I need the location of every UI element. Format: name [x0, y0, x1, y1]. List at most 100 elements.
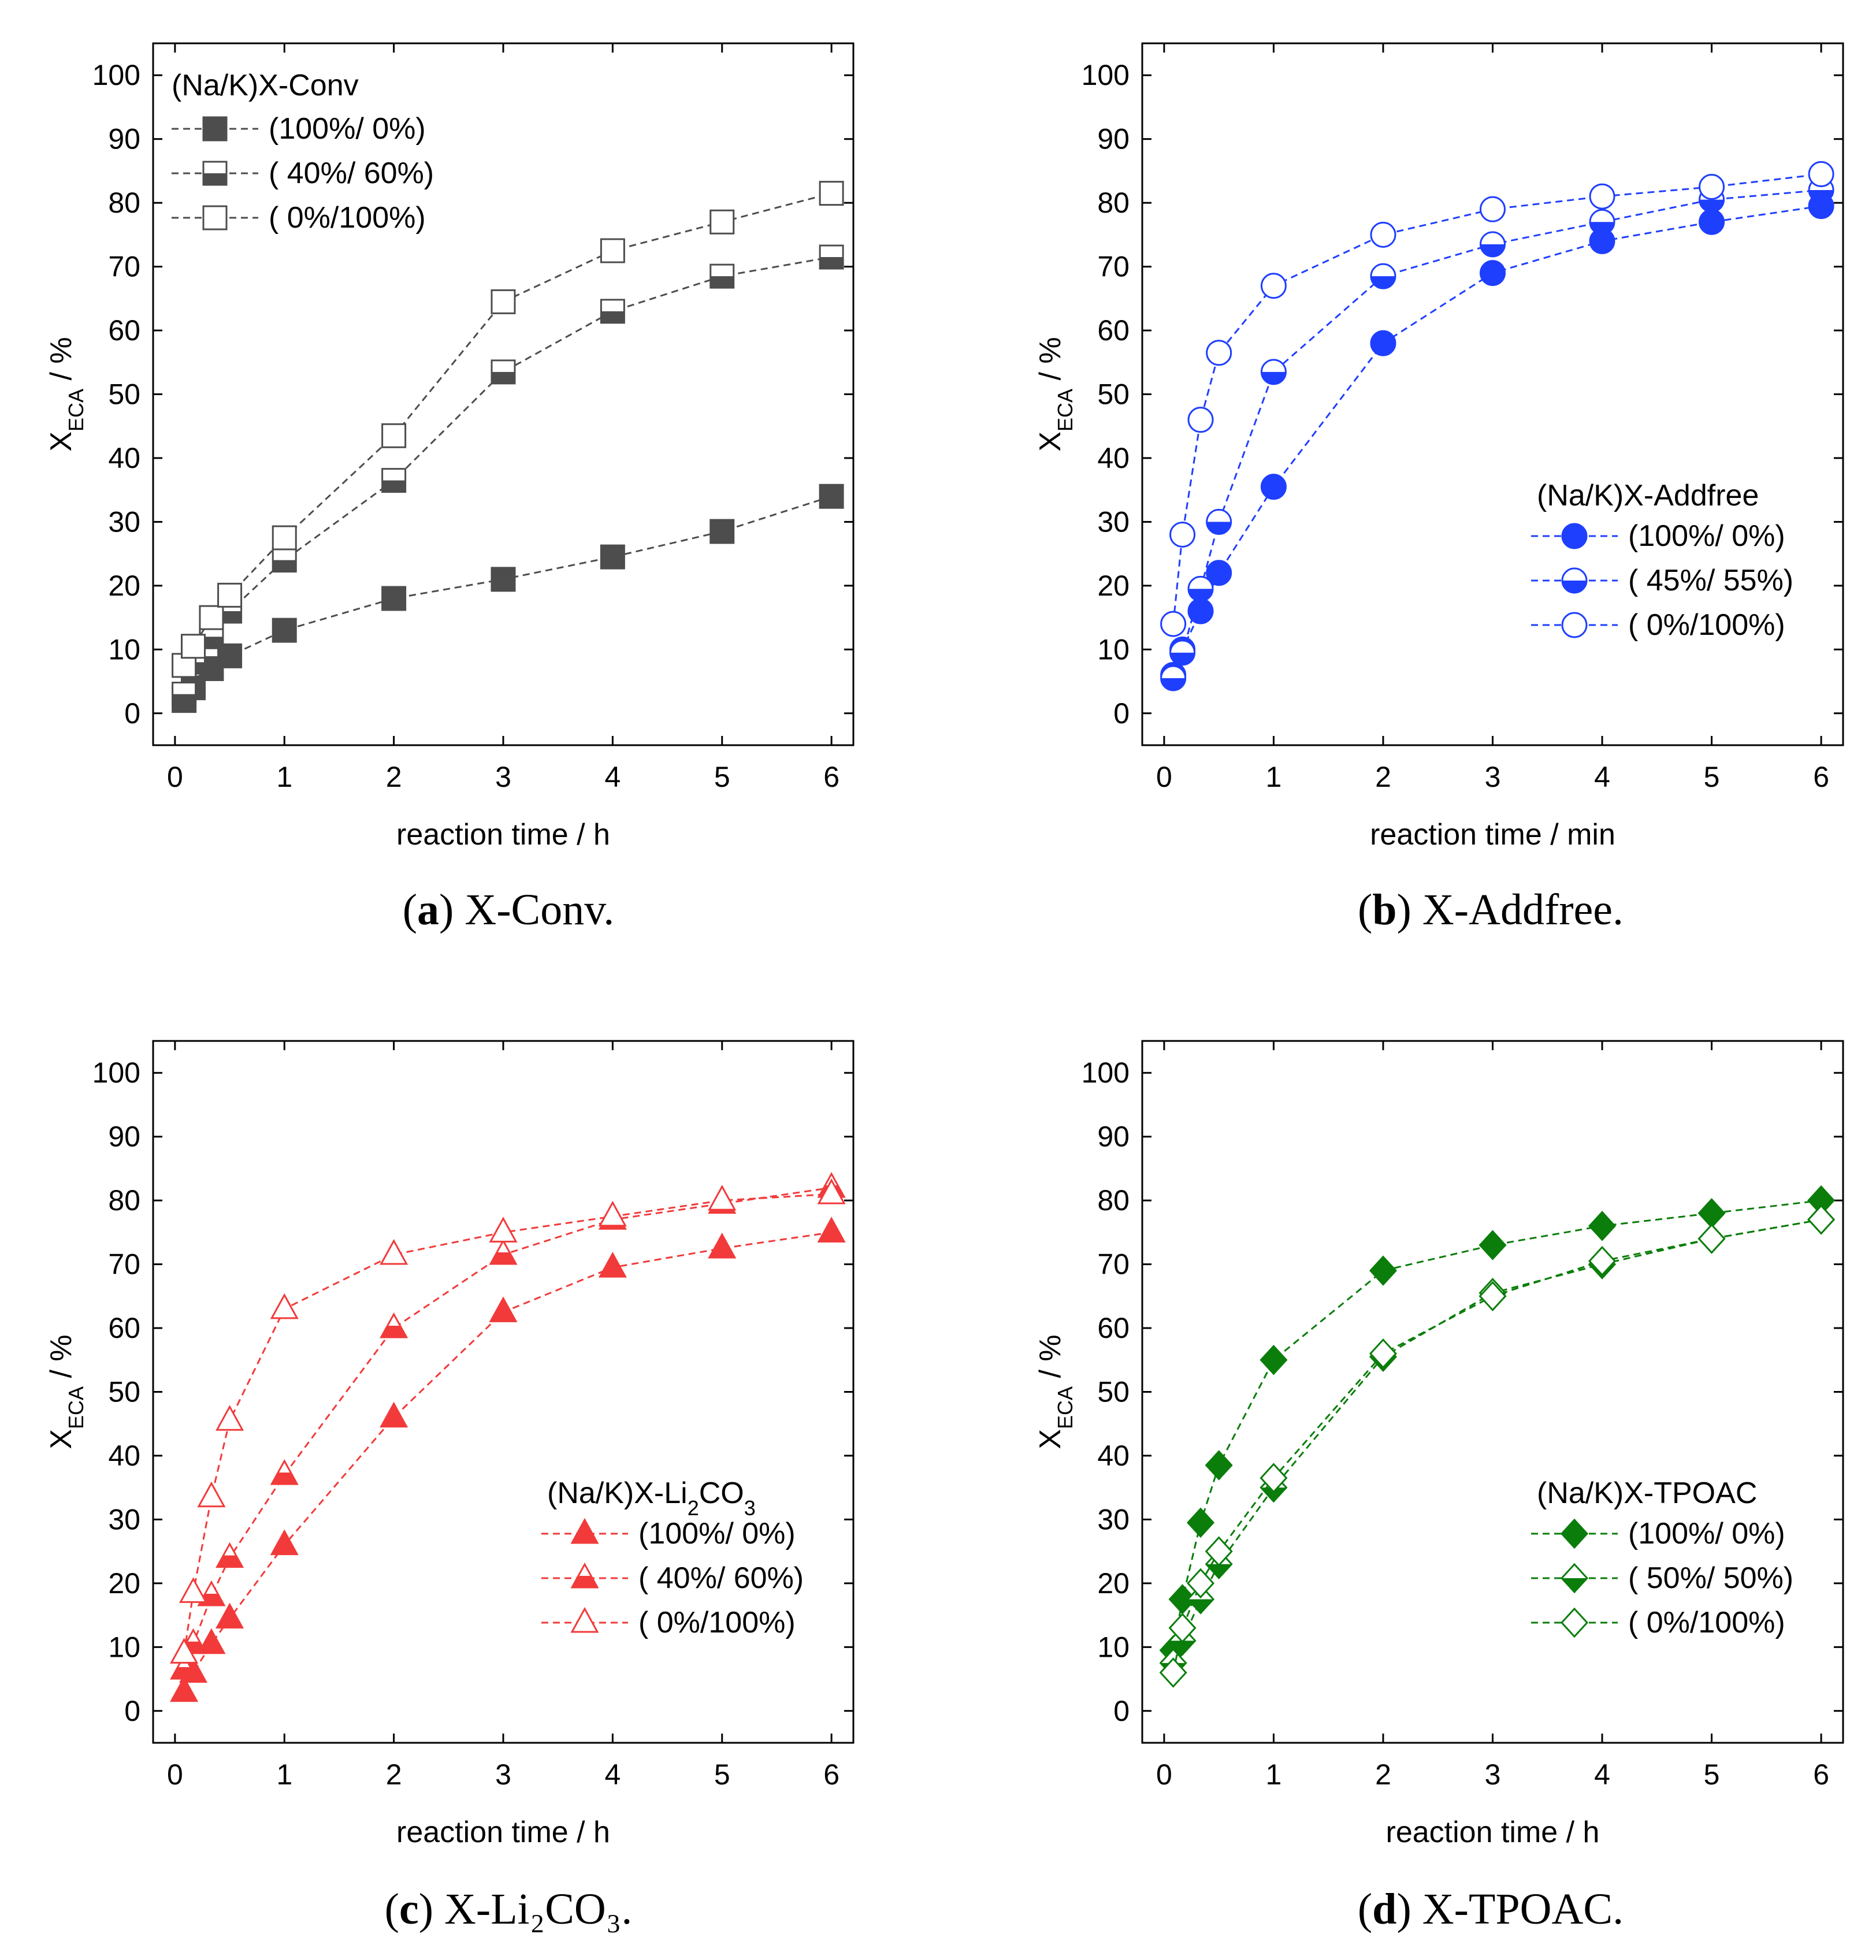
data-point-half-fill	[492, 371, 515, 384]
data-point-half-fill	[1261, 371, 1286, 384]
data-point	[380, 1401, 408, 1428]
legend-marker-half-fill	[203, 173, 226, 185]
legend-label: ( 45%/ 55%)	[1628, 564, 1793, 597]
legend-title: (Na/K)X-Conv	[172, 69, 359, 102]
y-axis-title-main: X	[44, 1429, 78, 1449]
series-line-2	[1172, 1218, 1822, 1664]
x-tick-label: 4	[1594, 1758, 1610, 1791]
y-axis-title-unit: / %	[44, 1334, 78, 1386]
data-point	[491, 567, 516, 592]
legend-marker	[1560, 1518, 1589, 1549]
panel-caption: (a) X-Conv.	[403, 886, 615, 934]
data-point	[1260, 1345, 1288, 1375]
y-tick-label: 10	[108, 633, 140, 665]
y-tick-label: 50	[1097, 1376, 1130, 1408]
legend-label: ( 40%/ 60%)	[638, 1561, 804, 1595]
y-tick-label: 90	[1097, 1121, 1130, 1153]
data-point	[181, 634, 206, 659]
x-tick-label: 5	[714, 1758, 730, 1791]
data-point	[709, 519, 735, 544]
data-point-half-fill	[1170, 652, 1195, 665]
legend-marker	[1561, 523, 1588, 549]
data-point	[1186, 1568, 1215, 1599]
panel-b-chart: 0 10 20 30 40 50 60 70 80 90 100 0 1 2 3 4 5 6 reaction ti…	[1034, 42, 1844, 934]
x-tick-label: 0	[1156, 1758, 1172, 1791]
series-line-3	[183, 192, 832, 666]
y-axis-title: XECA / %	[1034, 337, 1077, 451]
series-line-3	[1172, 173, 1822, 624]
y-axis-title-main: X	[1034, 1429, 1067, 1449]
data-point	[1808, 161, 1834, 187]
data-point	[600, 544, 625, 570]
caption-paren-close: )	[419, 1885, 444, 1933]
legend-marker	[1560, 1607, 1589, 1638]
legend-label: (100%/ 0%)	[638, 1517, 796, 1550]
legend-title: (Na/K)X-Addfree	[1537, 479, 1759, 512]
legend-label: ( 50%/ 50%)	[1628, 1561, 1793, 1595]
x-tick-label: 2	[1375, 761, 1391, 793]
data-point	[817, 1217, 846, 1243]
legend-label: ( 0%/100%)	[269, 201, 426, 235]
y-tick-label: 70	[1097, 1248, 1130, 1281]
data-point	[1206, 340, 1232, 366]
legend-label: ( 40%/ 60%)	[269, 157, 434, 190]
y-axis-title-unit: / %	[44, 337, 78, 389]
y-tick-label: 70	[108, 1248, 140, 1281]
y-tick-label: 50	[108, 378, 140, 411]
x-axis-title: reaction time / h	[396, 818, 610, 851]
caption-text: X-Conv.	[465, 886, 614, 934]
data-point-half-fill	[273, 560, 296, 572]
x-tick-label: 6	[1813, 761, 1829, 793]
legend-marker-half-fill	[1562, 1578, 1587, 1592]
data-point	[217, 582, 243, 608]
y-tick-label: 60	[108, 1312, 140, 1344]
x-tick-label: 5	[1704, 761, 1720, 793]
data-point	[1370, 330, 1396, 356]
legend-label: ( 0%/100%)	[638, 1606, 796, 1639]
legend-title-part: (Na/K)X-Li	[547, 1476, 688, 1510]
y-tick-label: 0	[124, 697, 140, 730]
data-point	[1369, 1255, 1398, 1286]
data-point	[1478, 1281, 1507, 1312]
caption-label: d	[1372, 1885, 1396, 1933]
legend-title-part: CO	[699, 1476, 744, 1510]
legend: (Na/K)X-Li2CO3(100%/ 0%) ( 40%/ 60%) ( 0%/…	[541, 1476, 804, 1639]
y-tick-label: 10	[1097, 633, 1130, 665]
x-tick-label: 1	[276, 761, 292, 793]
y-tick-label: 80	[108, 1184, 140, 1217]
data-point-half-fill	[601, 311, 625, 323]
data-point-half-fill	[1480, 244, 1505, 256]
y-axis-title-main: X	[44, 432, 78, 452]
data-point	[1168, 1612, 1197, 1643]
y-tick-label: 70	[1097, 251, 1130, 283]
panel-d-chart: 0 10 20 30 40 50 60 70 80 90 100 0 1 2 3 4 5 6 reaction ti…	[1034, 1040, 1844, 1933]
data-point-half-fill	[1206, 522, 1231, 534]
y-tick-label: 20	[1097, 570, 1130, 602]
caption-text: X-Addfree.	[1422, 886, 1624, 934]
data-point-half-fill	[1188, 589, 1213, 601]
data-point	[491, 289, 516, 314]
data-point	[1588, 1245, 1617, 1277]
data-point	[1697, 1223, 1726, 1254]
data-point	[1370, 221, 1396, 248]
legend-marker-half-fill	[1562, 581, 1587, 593]
legend-title-part: 3	[744, 1496, 756, 1520]
caption-paren-open: (	[385, 1885, 399, 1933]
y-tick-label: 40	[1097, 442, 1130, 474]
caption-text: X-TPOAC.	[1422, 1885, 1624, 1933]
legend: (Na/K)X-Conv (100%/ 0%) ( 40%/ 60%) ( 0%/10…	[172, 69, 434, 235]
y-tick-label: 40	[1097, 1440, 1130, 1472]
x-tick-label: 5	[714, 761, 730, 793]
legend-marker	[570, 1606, 599, 1633]
data-point-half-fill	[1261, 1487, 1287, 1502]
data-point	[1697, 1198, 1726, 1229]
x-tick-label: 2	[386, 1758, 402, 1791]
x-tick-label: 3	[495, 1758, 511, 1791]
y-tick-label: 60	[1097, 1312, 1130, 1344]
y-tick-label: 90	[108, 1121, 140, 1153]
data-point	[709, 209, 735, 235]
data-point	[217, 643, 243, 668]
y-axis-title-unit: / %	[1034, 337, 1067, 389]
x-tick-label: 1	[1266, 1758, 1282, 1791]
data-point	[817, 1178, 846, 1204]
